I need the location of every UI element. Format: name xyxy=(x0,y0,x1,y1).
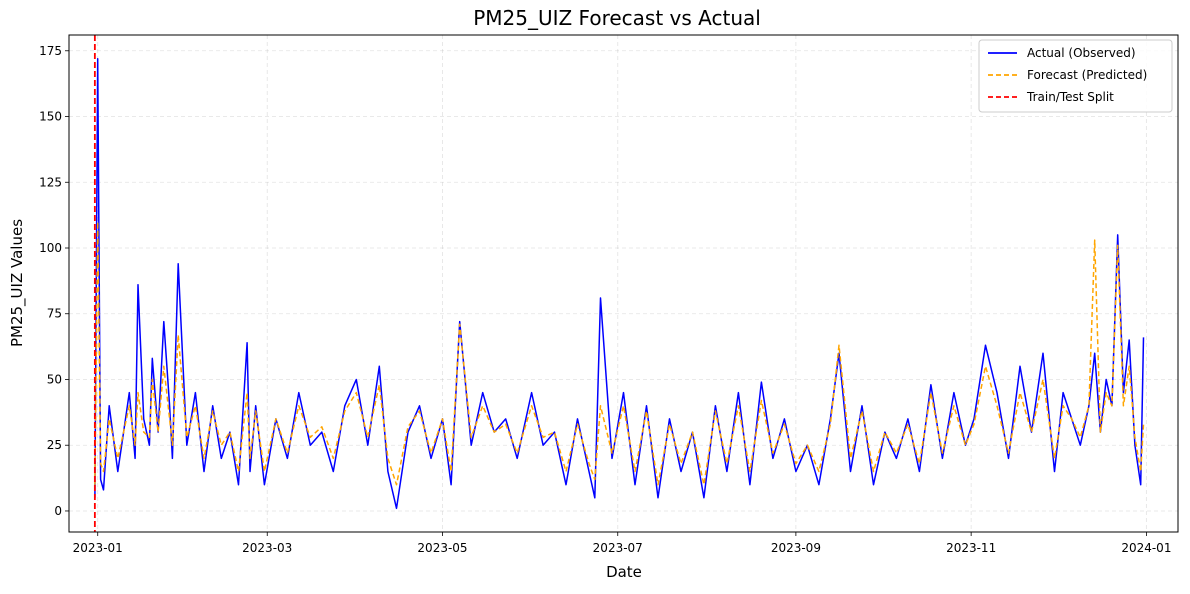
x-tick-label: 2023-01 xyxy=(73,541,123,555)
x-axis-label: Date xyxy=(606,563,642,581)
x-tick-label: 2023-05 xyxy=(417,541,467,555)
axes: 0 25 50 75 100 125 150 175 2023-01 2023-03 2023-05… xyxy=(39,34,1179,555)
x-tick-label: 2023-09 xyxy=(771,541,821,555)
series-actual-line xyxy=(94,57,1145,510)
y-axis-label: PM25_UIZ Values xyxy=(8,219,27,347)
legend-label-forecast: Forecast (Predicted) xyxy=(1027,68,1147,82)
y-tick-label: 175 xyxy=(39,44,62,58)
plot-area xyxy=(93,35,1145,532)
y-tick-label: 50 xyxy=(47,372,62,386)
legend-label-split: Train/Test Split xyxy=(1026,90,1114,104)
legend-box xyxy=(978,39,1173,113)
x-tick-label: 2024-01 xyxy=(1121,541,1171,555)
y-tick-label: 75 xyxy=(47,307,62,321)
plot-frame xyxy=(68,34,1179,533)
y-tick-label: 150 xyxy=(39,110,62,124)
y-tick-label: 25 xyxy=(47,438,62,452)
series-forecast-line xyxy=(94,220,1145,486)
legend: Actual (Observed) Forecast (Predicted) Tra… xyxy=(978,39,1173,113)
y-tick-label: 100 xyxy=(39,241,62,255)
legend-label-actual: Actual (Observed) xyxy=(1027,46,1136,60)
x-tick-label: 2023-11 xyxy=(946,541,996,555)
x-tick-label: 2023-03 xyxy=(242,541,292,555)
y-tick-label: 125 xyxy=(39,175,62,189)
x-tick-label: 2023-07 xyxy=(593,541,643,555)
chart-title: PM25_UIZ Forecast vs Actual xyxy=(473,6,761,30)
y-tick-label: 0 xyxy=(54,504,62,518)
